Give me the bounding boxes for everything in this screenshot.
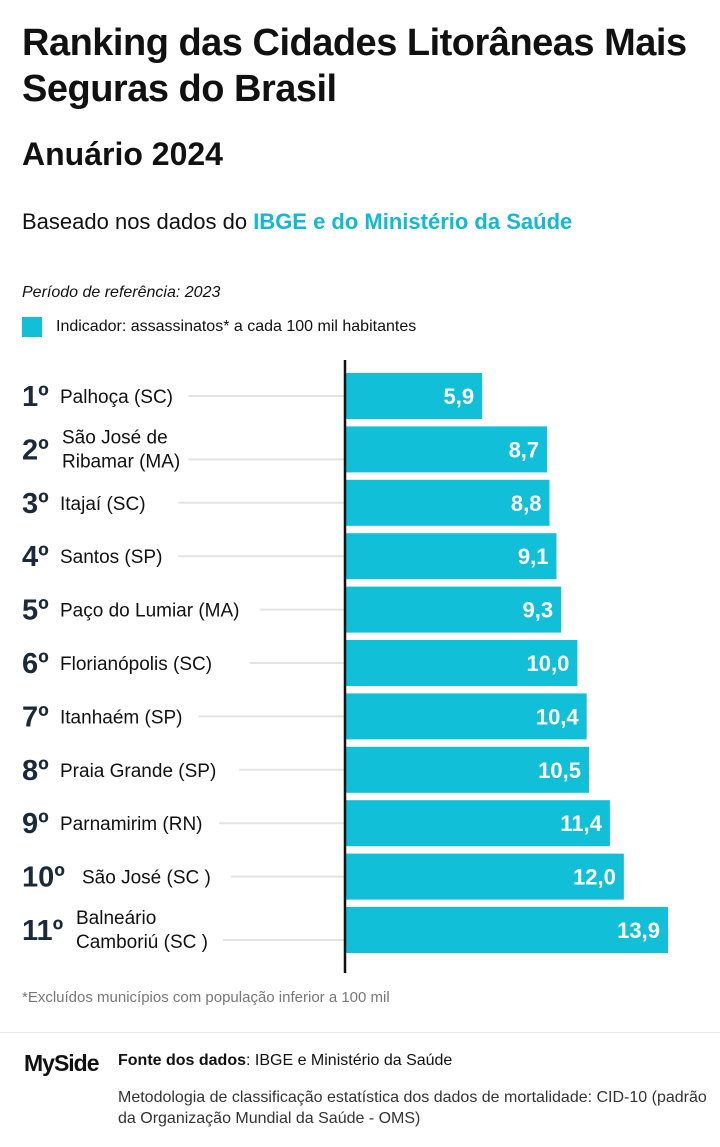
data-basis-highlight: IBGE e do Ministério da Saúde — [253, 209, 573, 234]
value-label-11: 13,9 — [617, 918, 660, 943]
footnote: *Excluídos municípios com população infe… — [22, 989, 390, 1006]
methodology-note: Metodologia de classificação estatística… — [118, 1089, 707, 1127]
rank-label-9: 9º — [22, 808, 49, 840]
bar-chart: 1º Palhoça (SC) 5,9 2º São José de Ribamar (M… — [22, 360, 668, 973]
city-label-8: Praia Grande (SP) — [60, 761, 216, 782]
rank-label-6: 6º — [22, 648, 49, 680]
bar-3 — [345, 479, 550, 526]
bar-8 — [345, 746, 589, 793]
city-label-6: Florianópolis (SC) — [60, 654, 212, 675]
bar-11 — [345, 907, 668, 953]
value-label-2: 8,7 — [509, 437, 540, 462]
data-source-text: : IBGE e Ministério da Saúde — [246, 1052, 453, 1069]
bar-7 — [345, 693, 587, 740]
city-label-5: Paço do Lumiar (MA) — [60, 601, 240, 622]
city-label-4: Santos (SP) — [60, 547, 162, 568]
rank-label-8: 8º — [22, 755, 49, 787]
legend-swatch — [22, 317, 42, 337]
myside-logo: MySide — [24, 1050, 100, 1076]
bar-5 — [345, 586, 562, 633]
city-label-7: Itanhaém (SP) — [60, 707, 183, 728]
chart-subtitle: Anuário 2024 — [22, 136, 223, 172]
rank-label-1: 1º — [22, 381, 49, 413]
legend: Indicador: assassinatos* a cada 100 mil … — [22, 316, 416, 338]
bar-2 — [345, 426, 548, 473]
bar-9 — [345, 800, 610, 847]
bar-6 — [345, 640, 578, 686]
rank-label-11: 11º — [22, 915, 64, 947]
rank-label-7: 7º — [22, 701, 49, 733]
rank-label-5: 5º — [22, 595, 49, 627]
value-label-4: 9,1 — [518, 544, 549, 569]
rank-label-2: 2º — [22, 434, 49, 466]
value-label-8: 10,5 — [538, 758, 581, 783]
value-label-7: 10,4 — [536, 704, 580, 729]
value-label-3: 8,8 — [511, 491, 542, 516]
chart-title: Ranking das Cidades Litorâneas Mais Segu… — [22, 22, 687, 110]
value-label-5: 9,3 — [523, 598, 554, 623]
bar-1 — [345, 373, 483, 419]
city-label-10: São José (SC ) — [82, 868, 211, 889]
rank-label-10: 10º — [22, 862, 65, 894]
city-label-2: São José de Ribamar (MA) — [62, 427, 180, 472]
data-source-label: Fonte dos dados — [118, 1052, 246, 1069]
rank-label-3: 3º — [22, 488, 49, 520]
value-label-10: 12,0 — [573, 865, 616, 890]
data-source: Fonte dos dados: IBGE e Ministério da Sa… — [118, 1050, 452, 1072]
city-label-3: Itajaí (SC) — [60, 494, 146, 515]
value-label-9: 11,4 — [560, 811, 602, 836]
bar-4 — [345, 533, 557, 580]
city-label-9: Parnamirim (RN) — [60, 814, 203, 835]
city-label-11: Balneário Camboriú (SC ) — [76, 908, 208, 953]
bar-10 — [345, 853, 624, 900]
reference-period: Período de referência: 2023 — [22, 284, 221, 301]
value-label-1: 5,9 — [444, 384, 475, 409]
footer-divider — [0, 1032, 720, 1033]
legend-label: Indicador: assassinatos* a cada 100 mil … — [56, 318, 417, 335]
data-basis-prefix: Baseado nos dados do — [22, 209, 254, 234]
rank-label-4: 4º — [22, 541, 49, 573]
data-basis-line: Baseado nos dados do IBGE e do Ministéri… — [22, 207, 572, 237]
city-label-1: Palhoça (SC) — [60, 387, 173, 408]
value-label-6: 10,0 — [527, 651, 570, 676]
